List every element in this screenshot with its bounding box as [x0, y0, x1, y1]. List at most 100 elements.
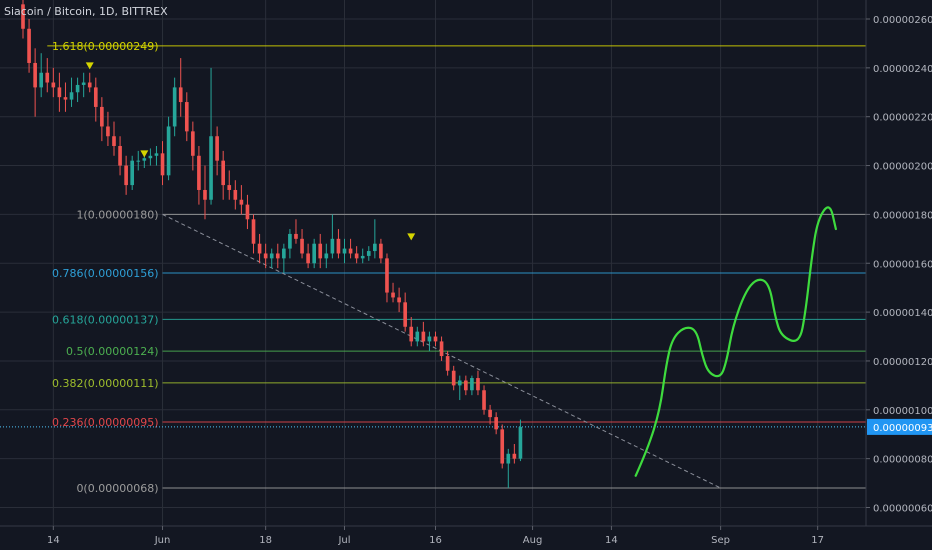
candle-body [227, 185, 232, 190]
candle-body [464, 380, 468, 391]
time-tick-label: 18 [259, 535, 272, 546]
fib-retracement[interactable]: 1.618(0.00000249) 1(0.00000180) 0.786(0.00… [0, 40, 866, 495]
candle-body [154, 153, 159, 156]
candle-body [318, 243, 323, 259]
fib-level-label: 0.618(0.00000137) [52, 313, 159, 326]
candle-body [288, 233, 292, 249]
candle-body [209, 136, 213, 200]
price-tick-label: 0.00000160 [873, 259, 932, 270]
projection-drawing[interactable] [634, 206, 837, 477]
candle-body [75, 84, 80, 93]
last-price-badge-bg [867, 418, 932, 435]
chart-title: Siacoin / Bitcoin, 1D, BITTREX [4, 5, 168, 18]
time-tick-label: 14 [47, 535, 60, 546]
candle-body [172, 87, 177, 127]
candle-body [69, 92, 74, 100]
candle-body [136, 160, 141, 162]
price-tick-label: 0.00000260 [873, 15, 932, 26]
candle-body [33, 62, 37, 88]
candle-body [300, 238, 304, 254]
candle-body [197, 155, 201, 190]
candle-body [81, 82, 86, 85]
time-tick-label: Sep [711, 535, 730, 546]
candle-body [518, 426, 523, 459]
time-tick-label: Jun [154, 535, 171, 546]
fib-level-label: 0.236(0.00000095) [52, 416, 159, 429]
candle-body [488, 409, 492, 418]
time-axis-panel[interactable] [0, 526, 932, 550]
candle-body [348, 248, 353, 254]
candle-body [391, 292, 395, 298]
fib-level-label: 1(0.00000180) [76, 208, 158, 221]
fib-level-label: 1.618(0.00000249) [52, 40, 159, 53]
last-price-badge: 0.00000093 [867, 418, 932, 435]
candle-body [166, 126, 171, 176]
candle-body [403, 302, 407, 327]
price-axis-panel[interactable] [866, 0, 932, 550]
fib-level-label: 0.5(0.00000124) [66, 345, 159, 358]
candle-body [421, 331, 426, 342]
candle-body [245, 204, 250, 220]
candle-body [233, 189, 238, 200]
candle-body [506, 453, 511, 464]
candle-body [366, 251, 371, 256]
candle-body [21, 4, 25, 29]
price-tick-label: 0.00000240 [873, 64, 932, 75]
candle-body [476, 378, 480, 391]
candle-body [215, 136, 219, 161]
time-tick-label: 14 [605, 535, 618, 546]
candle-body [330, 238, 335, 254]
candle-body [415, 331, 420, 342]
candle-body [457, 380, 462, 386]
candle-body [93, 87, 98, 107]
time-tick-label: 17 [811, 535, 824, 546]
candle-body [142, 158, 147, 161]
candle-body [445, 356, 450, 371]
fib-level-label: 0.786(0.00000156) [52, 267, 159, 280]
candle-body [45, 72, 50, 83]
candle-body [409, 326, 414, 342]
fib-level-label: 0(0.00000068) [76, 482, 158, 495]
candle-body [63, 97, 68, 100]
candle-body [87, 82, 92, 88]
price-tick-label: 0.00000180 [873, 210, 932, 221]
candle-body [100, 106, 104, 127]
price-tick-label: 0.00000120 [873, 357, 932, 368]
candle-body [336, 238, 341, 254]
candle-body [178, 87, 183, 103]
candle-body [470, 378, 474, 391]
price-tick-label: 0.00000100 [873, 406, 932, 417]
candle-body [269, 253, 274, 259]
time-axis-ticks: 14 Jun 18 Jul 16 Aug 14 Sep 17 [47, 526, 824, 546]
candle-body [112, 136, 116, 147]
candle-body [512, 453, 517, 459]
candle-body [184, 102, 189, 132]
price-tick-label: 0.00000080 [873, 455, 932, 466]
price-tick-label: 0.00000220 [873, 113, 932, 124]
candle-body [106, 126, 110, 137]
candle-body [324, 253, 329, 259]
candle-body [451, 370, 456, 386]
candle-body [312, 243, 316, 264]
fib-level-label: 0.382(0.00000111) [52, 377, 159, 390]
candle-body [191, 131, 195, 156]
price-tick-label: 0.00000200 [873, 162, 932, 173]
signal-marker-triangle [407, 233, 416, 241]
candle-body [239, 199, 244, 205]
candle-body [51, 82, 56, 88]
candle-body [257, 243, 262, 254]
time-tick-label: 16 [429, 535, 442, 546]
candle-body [354, 253, 359, 259]
candle-body [275, 253, 280, 259]
candle-body [373, 243, 377, 252]
signal-marker-triangle [85, 62, 94, 70]
candle-body [500, 429, 505, 464]
candle-body [251, 219, 256, 244]
candle-body [494, 417, 498, 430]
projection-path[interactable] [634, 206, 837, 477]
candle-body [379, 243, 383, 259]
candle-body [433, 336, 438, 342]
candle-body [39, 72, 44, 88]
